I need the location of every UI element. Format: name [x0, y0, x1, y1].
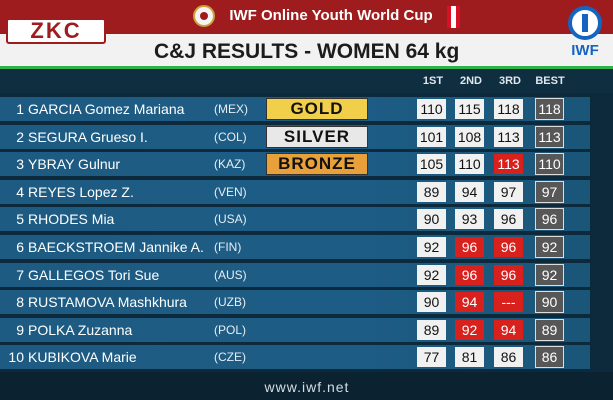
athlete-name: RHODES Mia — [28, 211, 115, 227]
attempt-1-cell: 89 — [417, 320, 446, 340]
table-row: 1 GARCIA Gomez Mariana (MEX) GOLD 110 115 118 1… — [0, 97, 590, 121]
medal-badge: SILVER — [266, 126, 368, 148]
attempt-3-cell: 113 — [494, 127, 523, 147]
iwf-logo-text: IWF — [571, 42, 599, 59]
athlete-nation: (KAZ) — [214, 157, 246, 171]
table-row: 9 POLKA Zuzanna (POL) 89 92 94 89 — [0, 318, 590, 342]
table-row: 8 RUSTAMOVA Mashkhura (UZB) 90 94 --- 90 — [0, 290, 590, 314]
athlete-nation: (FIN) — [214, 240, 242, 254]
attempt-2-cell: 96 — [455, 265, 484, 285]
host-flag-icon — [447, 6, 460, 28]
column-header-best: BEST — [535, 75, 565, 87]
attempt-3-cell: 96 — [494, 209, 523, 229]
athlete-rank: 1 — [16, 101, 24, 117]
medal-badge: GOLD — [266, 98, 368, 120]
attempt-3-cell: 94 — [494, 320, 523, 340]
athlete-name: KUBIKOVA Marie — [28, 349, 137, 365]
attempt-3-cell: 86 — [494, 347, 523, 367]
athlete-rank: 10 — [8, 349, 24, 365]
accent-divider — [0, 66, 613, 69]
best-lift-cell: 96 — [535, 208, 564, 230]
athlete-nation: (AUS) — [214, 268, 247, 282]
attempt-2-cell: 94 — [455, 292, 484, 312]
table-row: 4 REYES Lopez Z. (VEN) 89 94 97 97 — [0, 180, 590, 204]
athlete-rank: 7 — [16, 267, 24, 283]
attempt-3-cell: 96 — [494, 265, 523, 285]
athlete-rank: 4 — [16, 184, 24, 200]
best-lift-cell: 97 — [535, 181, 564, 203]
table-row: 5 RHODES Mia (USA) 90 93 96 96 — [0, 207, 590, 231]
medal-badge: BRONZE — [266, 153, 368, 175]
attempt-3-cell: --- — [494, 292, 523, 312]
federation-emblem-icon — [193, 5, 215, 27]
attempt-2-cell: 115 — [455, 99, 484, 119]
attempt-2-cell: 81 — [455, 347, 484, 367]
athlete-name: GARCIA Gomez Mariana — [28, 101, 185, 117]
athlete-nation: (USA) — [214, 212, 247, 226]
attempt-1-cell: 89 — [417, 182, 446, 202]
table-row: 3 YBRAY Gulnur (KAZ) BRONZE 105 110 113 110 — [0, 152, 590, 176]
iwf-ring-icon — [568, 6, 602, 40]
athlete-name: YBRAY Gulnur — [28, 156, 121, 172]
footer-bar: www.iwf.net — [0, 372, 613, 400]
column-header-second: 2ND — [459, 75, 482, 87]
attempt-2-cell: 94 — [455, 182, 484, 202]
athlete-rank: 5 — [16, 211, 24, 227]
athlete-name: POLKA Zuzanna — [28, 322, 133, 338]
table-row: 6 BAECKSTROEM Jannike A. (FIN) 92 96 96 92 — [0, 235, 590, 259]
table-row: 7 GALLEGOS Tori Sue (AUS) 92 96 96 92 — [0, 263, 590, 287]
attempt-2-cell: 92 — [455, 320, 484, 340]
best-lift-cell: 113 — [535, 126, 564, 148]
athlete-nation: (VEN) — [214, 185, 247, 199]
column-headers: 1ST 2ND 3RD BEST — [0, 69, 613, 93]
best-lift-cell: 89 — [535, 319, 564, 341]
attempt-3-cell: 96 — [494, 237, 523, 257]
athlete-nation: (COL) — [214, 130, 247, 144]
athlete-name: RUSTAMOVA Mashkhura — [28, 294, 187, 310]
attempt-1-cell: 92 — [417, 265, 446, 285]
attempt-1-cell: 77 — [417, 347, 446, 367]
iwf-logo: IWF — [560, 6, 610, 64]
table-row: 2 SEGURA Grueso I. (COL) SILVER 101 108 113 113 — [0, 125, 590, 149]
attempt-1-cell: 110 — [417, 99, 446, 119]
athlete-rank: 6 — [16, 239, 24, 255]
attempt-1-cell: 101 — [417, 127, 446, 147]
athlete-nation: (UZB) — [214, 295, 246, 309]
attempt-1-cell: 105 — [417, 154, 446, 174]
athlete-rank: 9 — [16, 322, 24, 338]
best-lift-cell: 92 — [535, 264, 564, 286]
best-lift-cell: 118 — [535, 98, 564, 120]
column-header-first: 1ST — [422, 75, 444, 87]
attempt-1-cell: 90 — [417, 292, 446, 312]
attempt-1-cell: 92 — [417, 237, 446, 257]
results-heading: C&J RESULTS - WOMEN 64 kg — [154, 40, 460, 63]
table-row: 10 KUBIKOVA Marie (CZE) 77 81 86 86 — [0, 345, 590, 369]
athlete-nation: (POL) — [214, 323, 247, 337]
event-title: IWF Online Youth World Cup — [229, 7, 433, 24]
footer-url: www.iwf.net — [264, 379, 350, 395]
athlete-name: BAECKSTROEM Jannike A. — [28, 239, 204, 255]
best-lift-cell: 110 — [535, 153, 564, 175]
athlete-rank: 2 — [16, 129, 24, 145]
attempt-2-cell: 96 — [455, 237, 484, 257]
attempt-3-cell: 118 — [494, 99, 523, 119]
athlete-nation: (CZE) — [214, 350, 246, 364]
athlete-nation: (MEX) — [214, 102, 248, 116]
column-header-third: 3RD — [498, 75, 521, 87]
attempt-2-cell: 110 — [455, 154, 484, 174]
athlete-name: GALLEGOS Tori Sue — [28, 267, 160, 283]
athlete-name: REYES Lopez Z. — [28, 184, 134, 200]
athlete-rank: 8 — [16, 294, 24, 310]
athlete-rank: 3 — [16, 156, 24, 172]
attempt-2-cell: 108 — [455, 127, 484, 147]
best-lift-cell: 86 — [535, 346, 564, 368]
attempt-3-cell: 97 — [494, 182, 523, 202]
zkc-logo: ZKC — [6, 18, 106, 44]
best-lift-cell: 92 — [535, 236, 564, 258]
attempt-1-cell: 90 — [417, 209, 446, 229]
best-lift-cell: 90 — [535, 291, 564, 313]
attempt-3-cell: 113 — [494, 154, 523, 174]
attempt-2-cell: 93 — [455, 209, 484, 229]
athlete-name: SEGURA Grueso I. — [28, 129, 148, 145]
